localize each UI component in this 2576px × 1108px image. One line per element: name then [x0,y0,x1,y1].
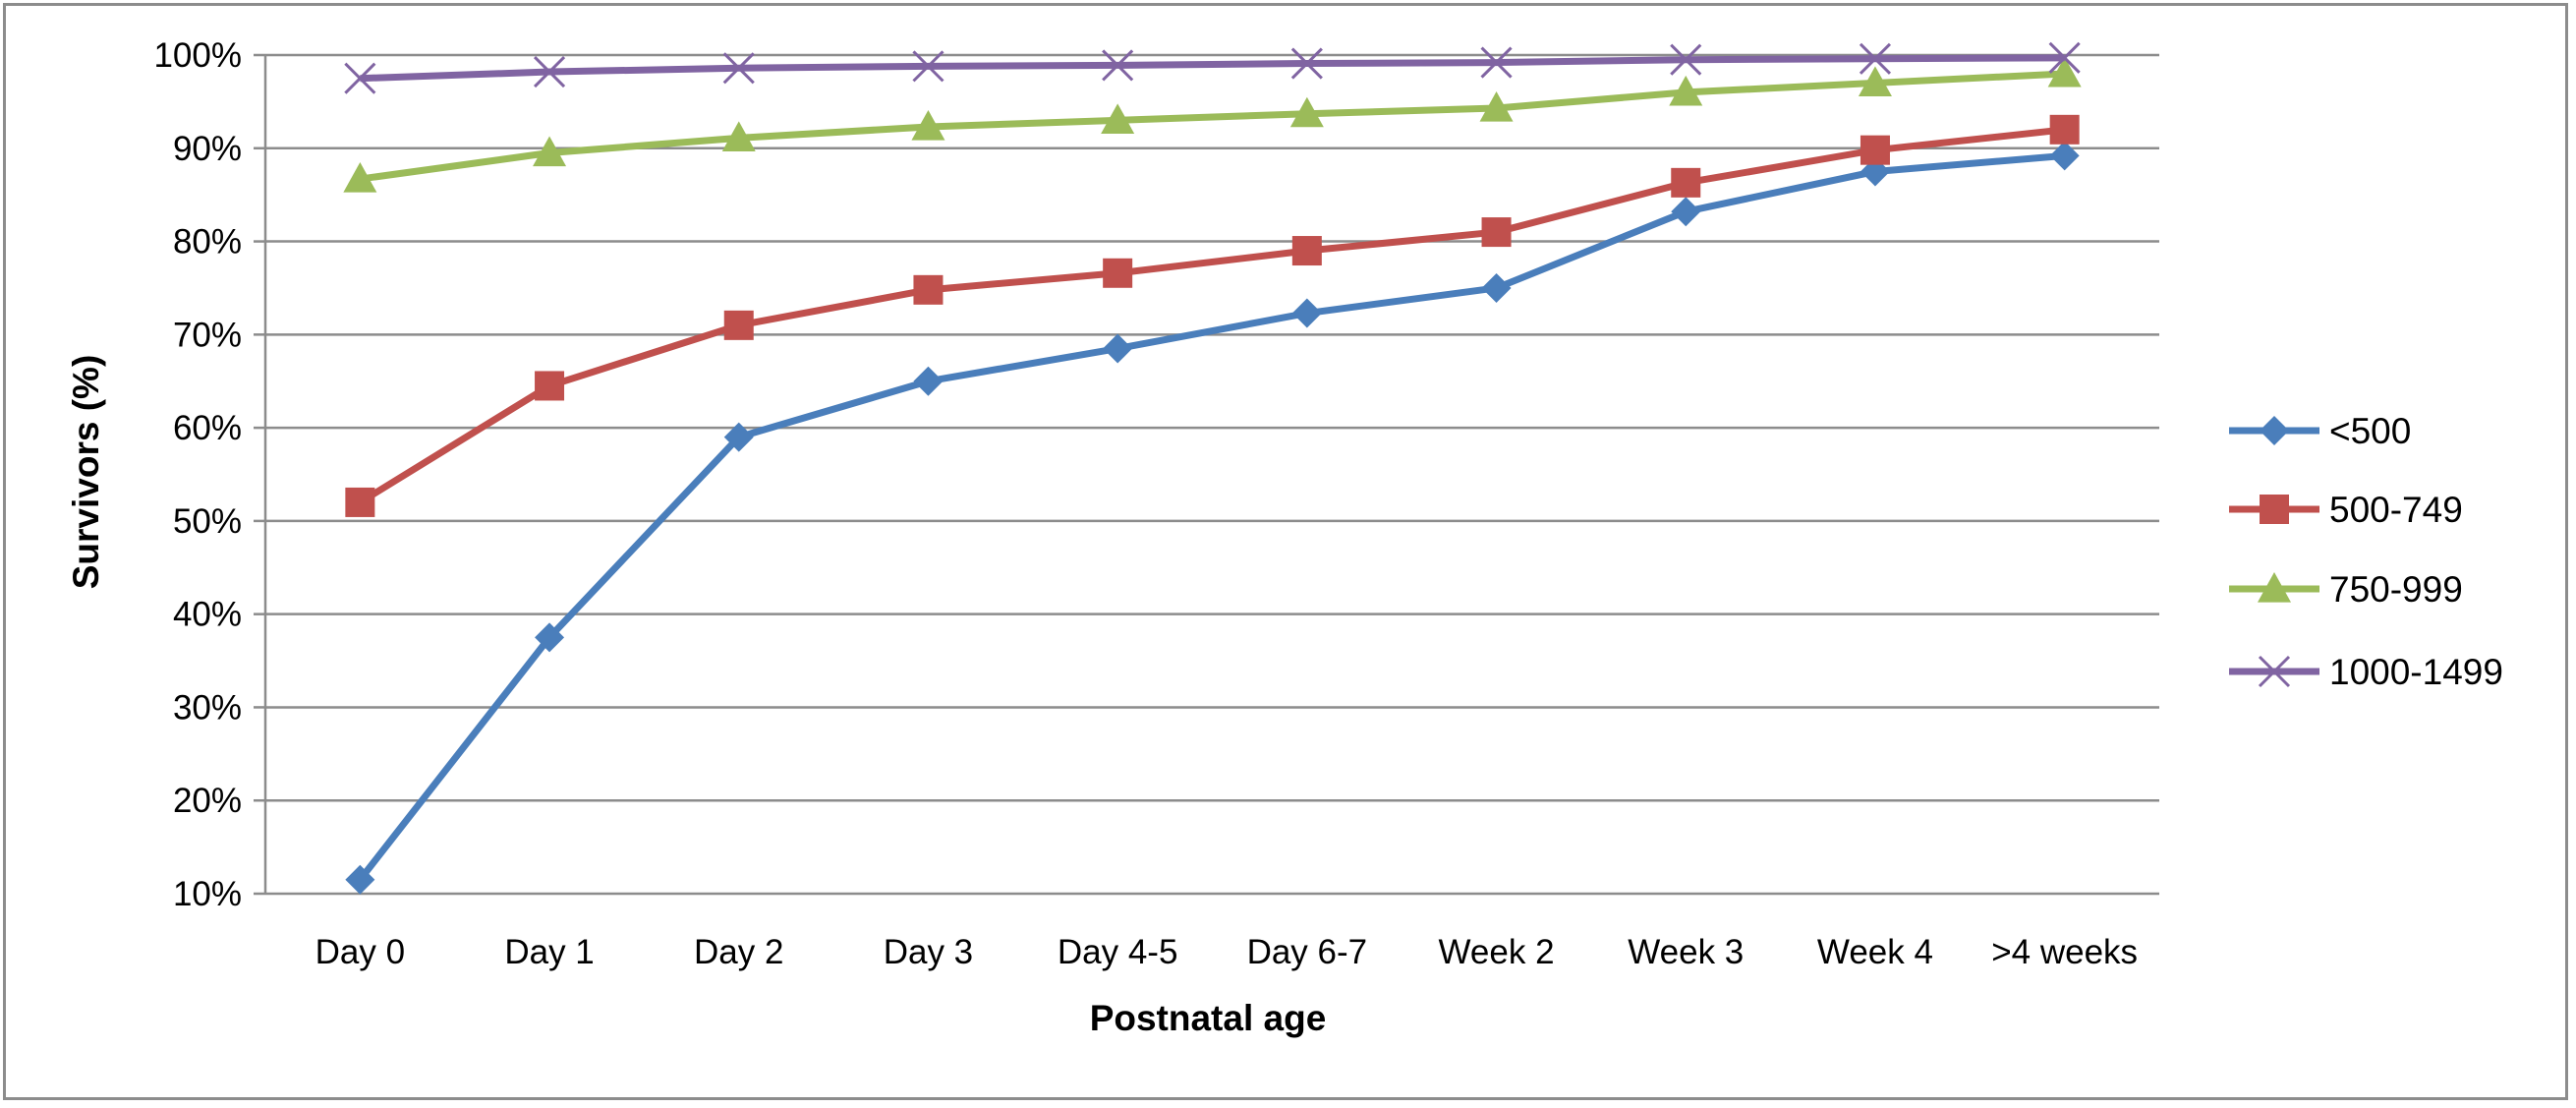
data-point [1291,298,1322,328]
data-point [344,62,376,94]
series-line [359,70,2065,183]
data-point [722,52,755,85]
data-point [1670,43,1702,76]
x-axis-title: Postnatal age [1090,998,1327,1038]
data-point [345,864,375,895]
data-point [1481,272,1512,303]
y-tick-label: 80% [173,223,242,262]
series-3 [343,56,2082,193]
data-point [1858,66,1892,97]
data-point [2049,114,2080,145]
legend-label: 500-749 [2329,490,2463,530]
y-tick-label: 30% [173,688,242,727]
data-point [343,162,377,193]
series-lines [343,41,2082,895]
y-axis-title: Survivors (%) [66,355,106,590]
series-line [357,151,2065,882]
x-tick-label: Week 3 [1628,933,1744,971]
data-point [723,422,754,452]
legend-entry: 750-999 [2229,569,2463,610]
series-line [360,54,2065,83]
data-point [913,366,944,396]
legend-entry: <500 [2229,411,2411,451]
series-line [358,126,2066,505]
legend-label: 750-999 [2329,569,2463,610]
data-point [1291,236,1322,266]
data-point [2049,141,2080,171]
legend-marker [2260,495,2289,524]
data-point [1479,91,1514,122]
y-tick-label: 10% [173,875,242,913]
data-point [1102,49,1134,82]
data-point [1103,258,1133,288]
y-tick-label: 60% [173,409,242,447]
legend-marker [2258,655,2291,688]
legend-label: <500 [2329,411,2411,451]
data-point [1860,135,1890,165]
legend-entry: 500-749 [2229,490,2463,530]
data-point [913,274,944,305]
data-point [723,310,754,340]
x-axis-ticks: Day 0 Day 1 Day 2 Day 3 Day 4-5 Day 6-7 Week 2… [315,933,2138,971]
chart-frame [3,3,2568,1100]
data-point [345,487,375,517]
x-tick-label: Day 3 [884,933,973,971]
data-point [1101,103,1135,134]
legend-label: 1000-1499 [2329,652,2503,692]
data-point [2048,41,2081,74]
data-point [533,55,566,88]
gridlines [254,53,2159,896]
data-point [1669,75,1703,106]
data-point [911,109,945,141]
x-tick-label: Day 2 [694,933,783,971]
y-tick-label: 70% [173,316,242,354]
x-tick-label: Day 1 [504,933,594,971]
data-point [1103,333,1133,364]
data-point [1480,46,1513,79]
data-point [1671,197,1701,227]
x-tick-label: Day 4-5 [1058,933,1178,971]
x-tick-label: Day 6-7 [1247,933,1368,971]
y-tick-label: 50% [173,502,242,541]
x-tick-label: Week 4 [1817,933,1933,971]
series-1 [345,141,2080,895]
x-tick-label: >4 weeks [1991,933,2138,971]
data-point [1481,217,1512,248]
series-4 [344,41,2081,94]
x-tick-label: Day 0 [315,933,405,971]
legend-marker [2258,572,2291,603]
y-axis-ticks: 10% 20% 30% 40% 50% 60% 70% 80% 90% 100% [153,36,242,913]
data-point [721,121,756,151]
data-point [1289,96,1324,128]
data-point [535,371,565,401]
legend-marker [2260,416,2289,445]
series-2 [345,114,2080,517]
data-point [2047,56,2082,87]
y-tick-label: 100% [153,36,242,75]
legend: <500 500-749 750-999 1000-1499 [2229,411,2503,692]
y-tick-label: 20% [173,782,242,820]
data-point [1859,42,1892,75]
data-point [1290,47,1323,80]
legend-entry: 1000-1499 [2229,652,2503,692]
x-tick-label: Week 2 [1439,933,1555,971]
data-point [912,50,945,83]
data-point [535,622,565,653]
data-point [533,136,567,167]
y-tick-label: 90% [173,130,242,168]
data-point [1671,167,1701,198]
y-tick-label: 40% [173,596,242,634]
